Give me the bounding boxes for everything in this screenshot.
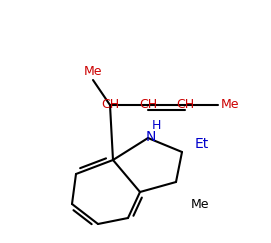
Text: CH: CH: [139, 97, 157, 111]
Text: H: H: [151, 119, 161, 131]
Text: N: N: [146, 130, 156, 144]
Text: Et: Et: [195, 137, 209, 151]
Text: Me: Me: [221, 97, 239, 111]
Text: CH: CH: [176, 97, 194, 111]
Text: Me: Me: [191, 198, 209, 210]
Text: Me: Me: [84, 64, 102, 78]
Text: CH: CH: [101, 97, 119, 111]
